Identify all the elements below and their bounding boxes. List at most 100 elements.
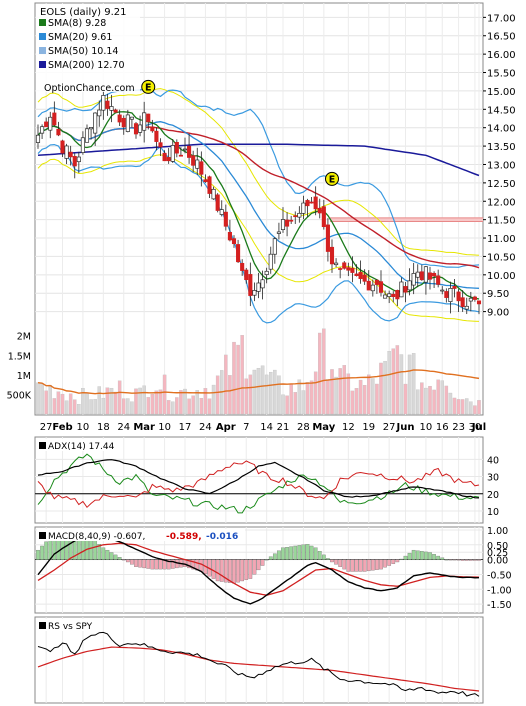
adx-line — [37, 459, 480, 499]
macd-histogram-bar — [199, 559, 204, 572]
date-tick-label: 27 — [40, 422, 53, 433]
candle-body — [444, 291, 449, 298]
macd-histogram-bar — [40, 545, 44, 560]
volume-bar — [150, 393, 155, 415]
macd-histogram-bar — [268, 556, 273, 560]
candle-body — [448, 288, 453, 303]
date-tick-label: Jul — [471, 422, 486, 433]
candle-body — [248, 274, 253, 296]
price-tick-label: 12.50 — [487, 179, 516, 190]
candle-body — [60, 140, 65, 154]
macd-histogram-bar — [407, 552, 412, 560]
macd-histogram-bar — [428, 552, 432, 560]
candle-body — [170, 145, 175, 162]
panel-tick-label: -1.50 — [487, 600, 512, 611]
macd-histogram-bar — [256, 559, 261, 571]
volume-bar — [436, 379, 440, 415]
macd-histogram-bar — [97, 544, 102, 560]
candle-body — [219, 209, 224, 215]
date-tick-label: 30 — [469, 422, 482, 433]
macd-histogram-bar — [338, 559, 343, 567]
candle-body — [325, 224, 330, 252]
candle-body — [440, 289, 445, 292]
legend-items: SMA(8) 9.28 SMA(20) 9.61 SMA(50) 10.14 SMA(… — [39, 18, 125, 71]
macd-histogram-bar — [379, 559, 383, 570]
candle-body — [133, 123, 139, 135]
rs-panel-frame — [34, 616, 484, 704]
macd-histogram-bar — [138, 559, 142, 568]
rs-swatch — [39, 622, 46, 629]
legend: EOLS (daily) 9.21 SMA(8) 9.28 SMA(20) 9.6… — [36, 4, 140, 94]
volume-bar — [211, 384, 216, 415]
candle-body — [256, 282, 261, 292]
candle-body — [432, 272, 437, 277]
adx-swatch — [39, 442, 46, 449]
macd-histogram-bar — [121, 559, 126, 561]
legend-swatch — [39, 19, 46, 26]
volume-bar — [122, 398, 126, 415]
macd-histogram-bar — [366, 559, 371, 572]
candle-body — [289, 219, 294, 222]
volume-bar — [403, 383, 408, 415]
macd-histogram-bar — [358, 559, 363, 572]
earnings-marker — [325, 171, 339, 186]
macd-histogram-bar — [350, 559, 355, 572]
price-tick-label: 10.00 — [487, 271, 516, 282]
date-tick-label: 10 — [158, 422, 171, 433]
legend-swatch — [39, 47, 46, 54]
volume-bar — [203, 388, 208, 415]
candle-body — [244, 269, 249, 281]
macd-histogram-bar — [219, 559, 224, 582]
candle-body — [415, 271, 420, 278]
candle-body — [334, 262, 339, 266]
volume-bar — [338, 368, 342, 415]
rs-line — [37, 631, 480, 697]
candle-body — [276, 231, 281, 234]
volume-bar — [60, 393, 65, 415]
rs-label: RS vs SPY — [48, 622, 93, 632]
volume-bar — [313, 371, 318, 415]
macd-histogram-bar — [105, 549, 110, 560]
price-tick-label: 16.50 — [487, 32, 516, 43]
candle-body — [56, 128, 61, 136]
volume-bar — [358, 379, 363, 415]
symbol-label: EOLS (daily) 9.21 — [40, 7, 126, 18]
bollinger-lower — [37, 143, 480, 324]
volume-bar — [154, 390, 159, 415]
candle-body — [52, 112, 57, 126]
candle-body — [207, 176, 212, 194]
volume-bar — [240, 335, 244, 415]
macd-histogram-bar — [297, 545, 302, 560]
candle-body — [44, 121, 49, 128]
candle-body — [468, 297, 473, 302]
date-tick-label: Mar — [133, 422, 155, 433]
volume-bar — [317, 332, 322, 415]
volume-axis: 2M 1.5M 1M 500K — [7, 332, 32, 402]
volume-bar — [158, 389, 163, 415]
volume-bar — [89, 399, 93, 415]
macd-histogram-bar — [424, 551, 428, 560]
volume-bar — [248, 374, 253, 415]
volume-bar — [420, 382, 424, 415]
candle-body — [293, 215, 298, 218]
price-tick-label: 9.00 — [487, 308, 509, 319]
macd-histogram-bar — [440, 557, 445, 560]
date-tick-label: 23 — [452, 422, 465, 433]
macd-histogram-bar — [232, 559, 236, 584]
volume-bar — [448, 392, 453, 415]
candle-body — [187, 145, 192, 158]
date-tick-label: 10 — [77, 422, 90, 433]
price-tick-label: 17.00 — [487, 13, 516, 24]
macd-histogram-bar — [272, 553, 277, 560]
volume-bar — [215, 375, 220, 415]
price-tick-label: 10.50 — [487, 252, 516, 263]
macd-histogram-bar — [321, 554, 326, 560]
macd-axis: 1.00 0.500.250.00 -0.50 -1.00 -1.50 — [487, 526, 512, 611]
candle-body — [383, 294, 388, 299]
volume-bar — [440, 380, 444, 415]
price-tick-label: 14.00 — [487, 124, 516, 135]
macd-signal-line — [37, 542, 480, 596]
date-tick-label: 12 — [342, 422, 355, 433]
price-tick-label: 15.00 — [487, 87, 516, 98]
price-tick-label: 16.00 — [487, 50, 516, 61]
